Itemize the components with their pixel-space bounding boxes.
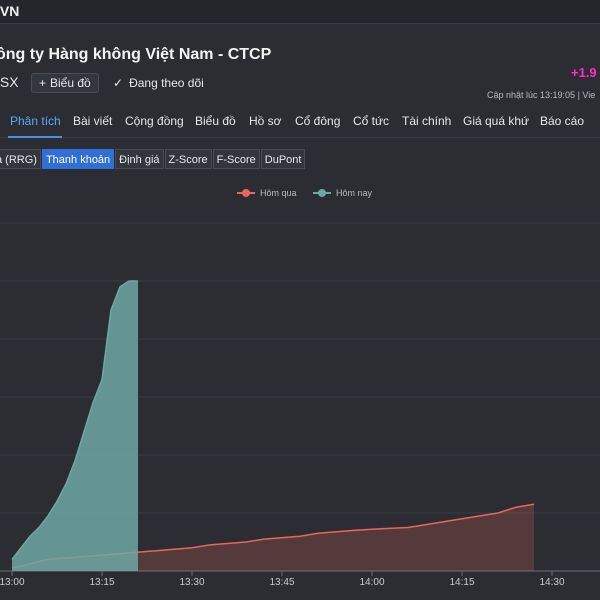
series-area-0 xyxy=(12,504,534,571)
active-tab-underline xyxy=(8,136,62,138)
plus-icon: + xyxy=(39,76,47,90)
x-tick-label-2: 13:30 xyxy=(179,577,204,588)
tab-chart[interactable]: Biểu đồ xyxy=(195,114,236,128)
legend-yesterday-marker xyxy=(242,189,250,197)
add-chart-label: Biểu đồ xyxy=(50,76,91,90)
follow-button[interactable]: ✓ Đang theo dõi xyxy=(113,76,204,90)
series-area-1 xyxy=(12,281,138,571)
legend-today-marker xyxy=(318,189,326,197)
x-tick-label-5: 14:15 xyxy=(449,577,474,588)
tab-posts[interactable]: Bài viết xyxy=(73,114,113,128)
legend-today-label: Hôm nay xyxy=(336,188,373,198)
exchange-label: ISX xyxy=(0,74,19,90)
x-tick-label-0: 13:00 xyxy=(0,577,25,588)
add-chart-button[interactable]: + Biểu đồ xyxy=(31,73,99,93)
ticker-symbol: IVN xyxy=(0,3,20,19)
x-axis: 13:00 13:15 13:30 13:45 14:00 14:15 14:30 xyxy=(0,571,565,588)
subtab-dupont[interactable]: DuPont xyxy=(260,149,306,169)
x-tick-label-3: 13:45 xyxy=(269,577,294,588)
tab-reports[interactable]: Báo cáo xyxy=(540,114,585,128)
tab-financials[interactable]: Tài chính xyxy=(402,114,452,128)
subtab-z-score[interactable]: Z-Score xyxy=(164,149,212,169)
series-line-1 xyxy=(11,280,138,560)
main-nav: Phân tích Bài viết Cộng đồng Biểu đồ Hồ … xyxy=(0,108,600,138)
x-tick-label-1: 13:15 xyxy=(89,577,114,588)
tab-analysis[interactable]: Phân tích xyxy=(10,114,61,128)
x-tick-label-6: 14:30 xyxy=(539,577,564,588)
chart-series xyxy=(11,280,535,571)
subtab-rrg[interactable]: a (RRG) xyxy=(0,149,41,169)
check-icon: ✓ xyxy=(113,76,124,90)
x-tick-label-4: 14:00 xyxy=(359,577,384,588)
price-change: +1.9 xyxy=(571,65,597,80)
tab-dividends[interactable]: Cổ tức xyxy=(353,114,390,128)
legend-yesterday-label: Hôm qua xyxy=(260,188,297,198)
tab-profile[interactable]: Hồ sơ xyxy=(249,114,282,128)
tab-shareholders[interactable]: Cổ đông xyxy=(295,114,341,128)
follow-label: Đang theo dõi xyxy=(129,76,204,90)
analysis-subtabs: a (RRG) Thanh khoản Định giá Z-Score F-S… xyxy=(0,149,306,169)
tab-community[interactable]: Cộng đồng xyxy=(125,114,184,128)
subtab-valuation[interactable]: Định giá xyxy=(115,149,164,169)
chart-legend: Hôm qua Hôm nay xyxy=(237,188,373,198)
subtab-f-score[interactable]: F-Score xyxy=(212,149,260,169)
top-bar: IVN xyxy=(0,0,600,24)
company-name: ông ty Hàng không Việt Nam - CTCP xyxy=(0,46,272,63)
tab-price-history[interactable]: Giá quá khứ xyxy=(463,114,530,128)
updated-time: Cập nhật lúc 13:19:05 | Vie xyxy=(487,90,596,100)
liquidity-chart: Hôm qua Hôm nay 13:00 13:15 13:30 13:45 14:0… xyxy=(0,188,600,588)
subtab-liquidity[interactable]: Thanh khoản xyxy=(41,149,115,169)
